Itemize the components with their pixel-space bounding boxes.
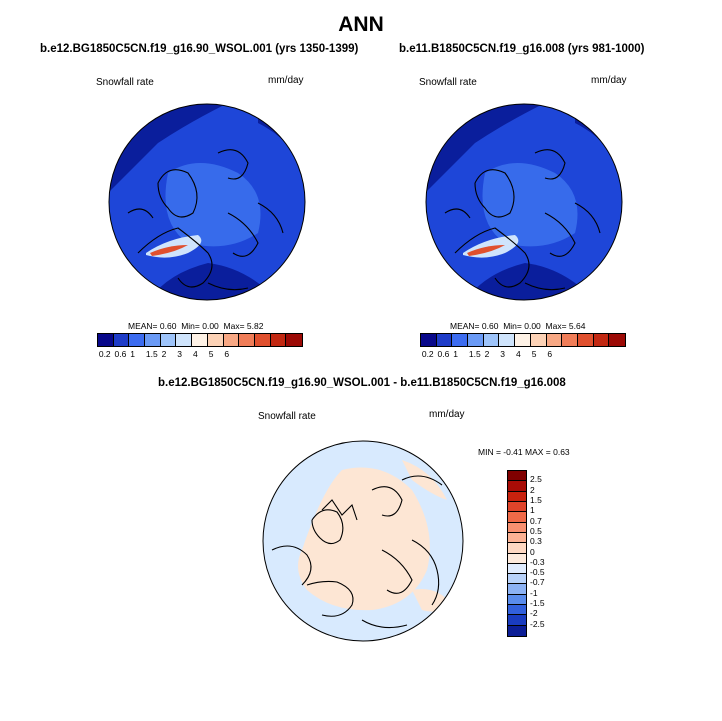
colorbar-swatch	[270, 334, 287, 346]
colorbar-tick-label: 0.5	[530, 525, 542, 536]
colorbar-swatch	[452, 334, 469, 346]
colorbar-swatch	[546, 334, 563, 346]
diff-panel-colorbar-ticks: 2.5 2 1.5 1 0.7 0.5 0.3 0 -0.3 -0.5 -0.7 -1 -1.5 -2 -2…	[530, 470, 570, 635]
colorbar-swatch	[129, 334, 146, 346]
panel-1-colorbar-ticks: 0.2 0.6 1 1.5 2 3 4 5 6	[97, 349, 301, 361]
colorbar-swatch	[508, 594, 526, 606]
colorbar-swatch	[593, 334, 610, 346]
colorbar-swatch	[508, 543, 526, 554]
colorbar-tick-label: -0.3	[530, 556, 545, 567]
colorbar-swatch	[160, 334, 177, 346]
colorbar-tick-label: 1.5	[530, 494, 542, 505]
panel-1-stats: MEAN= 0.60 Min= 0.00 Max= 5.82	[128, 321, 264, 331]
colorbar-tick-label: 6	[224, 349, 230, 359]
colorbar-swatch	[98, 334, 114, 346]
diff-panel-map	[262, 440, 464, 642]
colorbar-swatch	[508, 574, 526, 585]
colorbar-tick-label: 1	[130, 349, 135, 359]
panel-1-units: mm/day	[268, 75, 304, 86]
colorbar-tick-label: 0.2	[98, 349, 111, 359]
colorbar-swatch	[508, 563, 526, 575]
colorbar-swatch	[286, 334, 302, 346]
colorbar-tick-label: 2	[161, 349, 167, 359]
colorbar-swatch	[421, 334, 437, 346]
panel-2-colorbar	[420, 333, 626, 347]
panel-1-colorbar	[97, 333, 303, 347]
panel-2-title: b.e11.B1850C5CN.f19_g16.008 (yrs 981-100…	[399, 43, 645, 55]
colorbar-swatch	[436, 334, 453, 346]
colorbar-swatch	[483, 334, 500, 346]
colorbar-tick-label: 5	[208, 349, 214, 359]
colorbar-tick-label: -0.5	[530, 567, 545, 578]
colorbar-swatch	[192, 334, 208, 346]
diff-panel-minmax: MIN = -0.41 MAX = 0.63	[478, 447, 570, 457]
colorbar-swatch	[508, 471, 526, 482]
colorbar-tick-label: 5	[531, 349, 537, 359]
colorbar-tick-label: -1.5	[530, 598, 545, 609]
colorbar-tick-label: 6	[547, 349, 553, 359]
colorbar-tick-label: -2.5	[530, 618, 545, 629]
panel-2-units: mm/day	[591, 75, 627, 86]
panel-2-stats: MEAN= 0.60 Min= 0.00 Max= 5.64	[450, 321, 586, 331]
colorbar-tick-label: 2	[530, 484, 535, 495]
colorbar-tick-label: 0.2	[421, 349, 434, 359]
panel-2-variable: Snowfall rate	[419, 77, 477, 88]
colorbar-tick-label: 0.7	[530, 515, 542, 526]
colorbar-swatch	[145, 334, 161, 346]
colorbar-swatch	[499, 334, 516, 346]
colorbar-tick-label: 1	[453, 349, 458, 359]
diff-panel-units: mm/day	[429, 409, 465, 420]
colorbar-swatch	[508, 501, 526, 513]
colorbar-swatch	[508, 615, 526, 626]
page-title: ANN	[338, 13, 384, 36]
panel-1-title: b.e12.BG1850C5CN.f19_g16.90_WSOL.001 (yr…	[40, 43, 359, 55]
panel-2-map	[425, 103, 623, 301]
colorbar-swatch	[508, 491, 526, 502]
colorbar-tick-label: 0.3	[530, 536, 542, 547]
colorbar-tick-label: 1	[530, 505, 535, 516]
colorbar-swatch	[468, 334, 484, 346]
colorbar-tick-label: 2	[484, 349, 490, 359]
colorbar-swatch	[508, 481, 526, 492]
diff-panel-variable: Snowfall rate	[258, 411, 316, 422]
colorbar-swatch	[577, 334, 594, 346]
colorbar-tick-label: 0.6	[437, 349, 450, 359]
colorbar-tick-label: 4	[193, 349, 198, 359]
colorbar-swatch	[508, 522, 526, 533]
diff-panel-colorbar	[507, 470, 527, 637]
colorbar-swatch	[508, 625, 526, 636]
colorbar-swatch	[508, 584, 526, 595]
colorbar-tick-label: 1.5	[468, 349, 481, 359]
colorbar-swatch	[239, 334, 255, 346]
colorbar-tick-label: -1	[530, 587, 538, 598]
colorbar-swatch	[508, 553, 526, 564]
colorbar-swatch	[562, 334, 578, 346]
panel-2-colorbar-ticks: 0.2 0.6 1 1.5 2 3 4 5 6	[420, 349, 624, 361]
colorbar-swatch	[530, 334, 547, 346]
colorbar-swatch	[508, 605, 526, 616]
panel-1-variable: Snowfall rate	[96, 77, 154, 88]
colorbar-tick-label: 2.5	[530, 474, 542, 485]
colorbar-tick-label: 0.6	[114, 349, 127, 359]
colorbar-tick-label: -2	[530, 608, 538, 619]
colorbar-tick-label: -0.7	[530, 577, 545, 588]
colorbar-tick-label: 1.5	[145, 349, 158, 359]
colorbar-swatch	[176, 334, 193, 346]
colorbar-swatch	[515, 334, 531, 346]
panel-1-map	[108, 103, 306, 301]
colorbar-tick-label: 3	[500, 349, 506, 359]
colorbar-swatch	[508, 532, 526, 544]
colorbar-swatch	[609, 334, 625, 346]
colorbar-tick-label: 4	[516, 349, 521, 359]
colorbar-swatch	[223, 334, 240, 346]
colorbar-swatch	[207, 334, 224, 346]
colorbar-swatch	[508, 512, 526, 523]
colorbar-tick-label: 3	[177, 349, 183, 359]
colorbar-tick-label: 0	[530, 546, 535, 557]
diff-panel-title: b.e12.BG1850C5CN.f19_g16.90_WSOL.001 - b…	[158, 377, 566, 389]
colorbar-swatch	[113, 334, 130, 346]
colorbar-swatch	[254, 334, 271, 346]
